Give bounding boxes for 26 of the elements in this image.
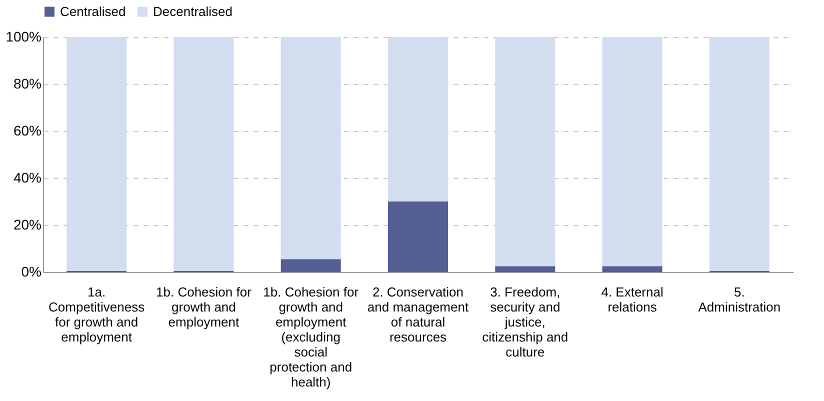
x-tick-label: 1b. Cohesion for growth and employment <box>156 284 252 330</box>
y-tick-label: 60% <box>13 122 42 138</box>
y-tick-label: 80% <box>13 76 42 92</box>
bar <box>495 37 556 266</box>
y-tick-label: 40% <box>13 170 42 186</box>
bar <box>66 37 127 271</box>
x-tick-label: 5. Administration <box>698 284 781 314</box>
bar <box>495 266 556 272</box>
x-tick-label: 1a. Competitiveness for growth and employment <box>48 284 146 344</box>
bar <box>602 37 662 266</box>
bar <box>388 37 448 202</box>
y-tick-label: 0% <box>21 264 42 280</box>
bar <box>280 37 341 260</box>
y-tick-label: 20% <box>13 216 42 232</box>
x-tick-label: 2. Conservation and management of natural resources <box>367 284 469 344</box>
bar <box>388 202 448 272</box>
y-tick-label: 100% <box>6 28 42 44</box>
legend-label: Decentralised <box>153 4 232 19</box>
x-tick-label: 3. Freedom, security and justice, citizenship and culture <box>482 284 568 360</box>
x-tick-label: 1b. Cohesion for growth and employment (excluding social protection and health) <box>263 284 360 390</box>
bar <box>280 259 341 272</box>
bar <box>174 37 234 271</box>
bar <box>709 37 770 271</box>
bar <box>602 266 662 272</box>
legend-label: Centralised <box>60 4 126 19</box>
x-tick-label: 4. External relations <box>601 284 664 314</box>
